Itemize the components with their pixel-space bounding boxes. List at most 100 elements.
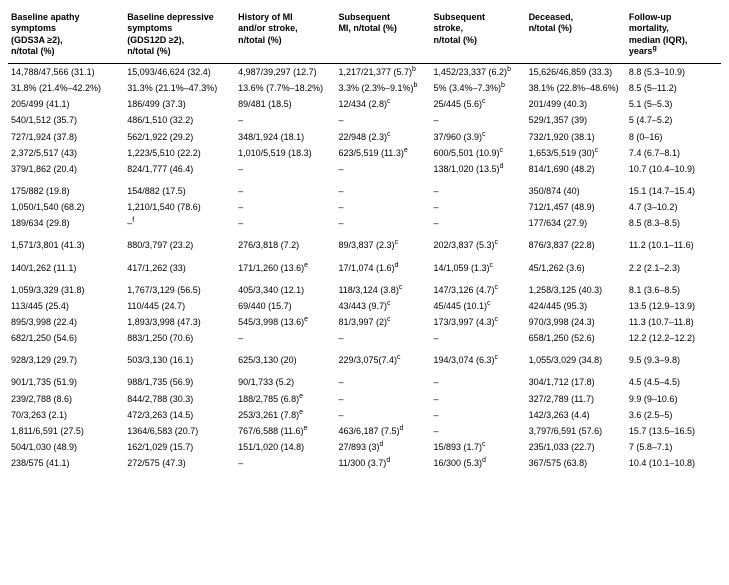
column-header: Deceased,n/total (%) <box>526 8 626 64</box>
cell-sup: c <box>387 98 391 105</box>
cell-value: 4,987/39,297 (12.7) <box>238 67 317 77</box>
cell-sup: c <box>490 262 494 269</box>
cell-value: 201/499 (40.3) <box>529 99 588 109</box>
cell-sup: c <box>495 239 499 246</box>
cell-value: 1,055/3,029 (34.8) <box>529 355 603 365</box>
table-cell: 1,059/3,329 (31.8) <box>8 282 124 298</box>
cell-value: – <box>434 377 439 387</box>
table-cell: 37/960 (3.9)c <box>431 129 526 145</box>
cell-sup: c <box>495 316 499 323</box>
table-row: 175/882 (19.8)154/882 (17.5)–––350/874 (… <box>8 183 721 199</box>
cell-value: 348/1,924 (18.1) <box>238 132 304 142</box>
cell-value: 5.1 (5–5.3) <box>629 99 673 109</box>
cell-value: – <box>434 410 439 420</box>
table-cell: – <box>335 391 430 407</box>
cell-value: 202/3,837 (5.3) <box>434 240 495 250</box>
table-cell: 69/440 (15.7) <box>235 298 335 314</box>
cell-value: 138/1,020 (13.5) <box>434 164 500 174</box>
header-text: n/total (%) <box>11 46 55 56</box>
cell-value: – <box>238 458 243 468</box>
cell-value: 186/499 (37.3) <box>127 99 186 109</box>
table-cell: 276/3,818 (7.2) <box>235 237 335 253</box>
table-cell: 205/499 (41.1) <box>8 96 124 112</box>
table-cell: 10.7 (10.4–10.9) <box>626 161 721 177</box>
table-cell: 7.4 (6.7–8.1) <box>626 145 721 161</box>
table-cell: 1,571/3,801 (41.3) <box>8 237 124 253</box>
table-cell: – <box>431 215 526 231</box>
table-cell: 463/6,187 (7.5)d <box>335 423 430 439</box>
table-cell: 901/1,735 (51.9) <box>8 374 124 390</box>
table-cell: 10.4 (10.1–10.8) <box>626 455 721 471</box>
table-cell: 9.9 (9–10.6) <box>626 391 721 407</box>
table-cell: 3,797/6,591 (57.6) <box>526 423 626 439</box>
table-row: 14,788/47,566 (31.1)15,093/46,624 (32.4)… <box>8 64 721 81</box>
table-cell: – <box>335 330 430 346</box>
table-row: 238/575 (41.1)272/575 (47.3)–11/300 (3.7… <box>8 455 721 471</box>
table-cell: 350/874 (40) <box>526 183 626 199</box>
table-cell: 1,258/3,125 (40.3) <box>526 282 626 298</box>
cell-value: 600/5,501 (10.9) <box>434 148 500 158</box>
cell-value: 22/948 (2.3) <box>338 132 387 142</box>
column-header: Baseline apathysymptoms(GDS3A ≥2),n/tota… <box>8 8 124 64</box>
table-cell: 545/3,998 (13.6)e <box>235 314 335 330</box>
table-cell: 175/882 (19.8) <box>8 183 124 199</box>
header-text: Subsequent <box>338 12 390 22</box>
table-cell: 5% (3.4%–7.3%)b <box>431 80 526 96</box>
cell-value: 1,258/3,125 (40.3) <box>529 285 603 295</box>
cell-value: 171/1,260 (13.6) <box>238 263 304 273</box>
cell-value: 70/3,263 (2.1) <box>11 410 67 420</box>
cell-value: 81/3,997 (2) <box>338 317 387 327</box>
cell-value: 405/3,340 (12.1) <box>238 285 304 295</box>
table-cell: 1,055/3,029 (34.8) <box>526 352 626 368</box>
cell-sup: e <box>299 409 303 416</box>
table-cell: 600/5,501 (10.9)c <box>431 145 526 161</box>
cell-value: 15.7 (13.5–16.5) <box>629 426 695 436</box>
cell-value: 540/1,512 (35.7) <box>11 115 77 125</box>
table-cell: 880/3,797 (23.2) <box>124 237 235 253</box>
table-cell: 767/6,588 (11.6)e <box>235 423 335 439</box>
header-text: symptoms <box>11 23 56 33</box>
header-text: Follow-up <box>629 12 672 22</box>
cell-sup: e <box>303 425 307 432</box>
table-cell: – <box>235 455 335 471</box>
cell-value: – <box>238 164 243 174</box>
table-cell: 235/1,033 (22.7) <box>526 439 626 455</box>
cell-sup: b <box>413 82 417 89</box>
table-cell: 405/3,340 (12.1) <box>235 282 335 298</box>
cell-value: 1,653/5,519 (30) <box>529 148 595 158</box>
table-cell: 1,653/5,519 (30)c <box>526 145 626 161</box>
cell-value: 767/6,588 (11.6) <box>238 426 303 436</box>
cell-value: – <box>238 115 243 125</box>
cell-value: – <box>238 333 243 343</box>
table-cell: 151/1,020 (14.8) <box>235 439 335 455</box>
cell-value: 113/445 (25.4) <box>11 301 69 311</box>
table-cell: 113/445 (25.4) <box>8 298 124 314</box>
cell-value: – <box>434 333 439 343</box>
table-cell: 25/445 (5.6)c <box>431 96 526 112</box>
cell-value: 1,811/6,591 (27.5) <box>11 426 84 436</box>
cell-value: 25/445 (5.6) <box>434 99 483 109</box>
cell-value: 11.2 (10.1–11.6) <box>629 240 694 250</box>
header-text: years <box>629 46 653 56</box>
cell-sup: e <box>304 316 308 323</box>
cell-value: 4.5 (4.5–4.5) <box>629 377 680 387</box>
table-cell: 1,210/1,540 (78.6) <box>124 199 235 215</box>
table-cell: 15.1 (14.7–15.4) <box>626 183 721 199</box>
cell-value: 177/634 (27.9) <box>529 218 588 228</box>
table-cell: 171/1,260 (13.6)e <box>235 260 335 276</box>
cell-value: 27/893 (3) <box>338 442 379 452</box>
table-cell: – <box>335 407 430 423</box>
table-cell: – <box>235 112 335 128</box>
table-cell: 727/1,924 (37.8) <box>8 129 124 145</box>
cell-sup: e <box>304 262 308 269</box>
table-cell: 140/1,262 (11.1) <box>8 260 124 276</box>
cell-value: 14,788/47,566 (31.1) <box>11 67 95 77</box>
table-row: 1,811/6,591 (27.5) 1364/6,583 (20.7) 767/6… <box>8 423 721 439</box>
table-cell: 367/575 (63.8) <box>526 455 626 471</box>
cell-sup: d <box>482 457 486 464</box>
cell-value: 1,767/3,129 (56.5) <box>127 285 201 295</box>
header-text: Deceased, <box>529 12 574 22</box>
table-cell: 81/3,997 (2)c <box>335 314 430 330</box>
cell-value: 1364/6,583 (20.7) <box>127 426 198 436</box>
cell-value: – <box>338 394 343 404</box>
